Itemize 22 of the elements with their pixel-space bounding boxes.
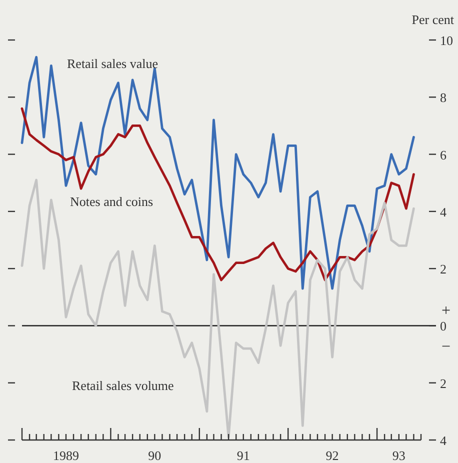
series-label: Retail sales volume xyxy=(72,378,174,393)
x-tick-label: 93 xyxy=(392,448,406,463)
x-tick-label: 90 xyxy=(148,448,162,463)
y-tick-label: 4 xyxy=(440,204,447,220)
y-tick-label: 2 xyxy=(440,262,446,277)
x-tick-label: 1989 xyxy=(52,448,79,463)
series-label: Retail sales value xyxy=(67,56,158,71)
text: − xyxy=(441,338,451,356)
line-series xyxy=(20,56,415,290)
y-tick-label: 10 xyxy=(440,33,453,48)
y-axis-title: Per cent xyxy=(412,12,454,27)
y-tick-label: 0 xyxy=(440,318,446,334)
y-tick-label: 4 xyxy=(440,433,447,448)
line-series xyxy=(20,107,415,282)
series-label: Notes and coins xyxy=(70,194,154,209)
line-series xyxy=(20,178,415,438)
y-tick-label: 6 xyxy=(440,147,447,162)
y-tick-label: 2 xyxy=(440,376,446,391)
y-tick-label: 8 xyxy=(440,90,446,106)
x-tick-label: 91 xyxy=(236,448,250,463)
x-tick-label: 92 xyxy=(326,448,339,463)
text: + xyxy=(441,302,451,320)
